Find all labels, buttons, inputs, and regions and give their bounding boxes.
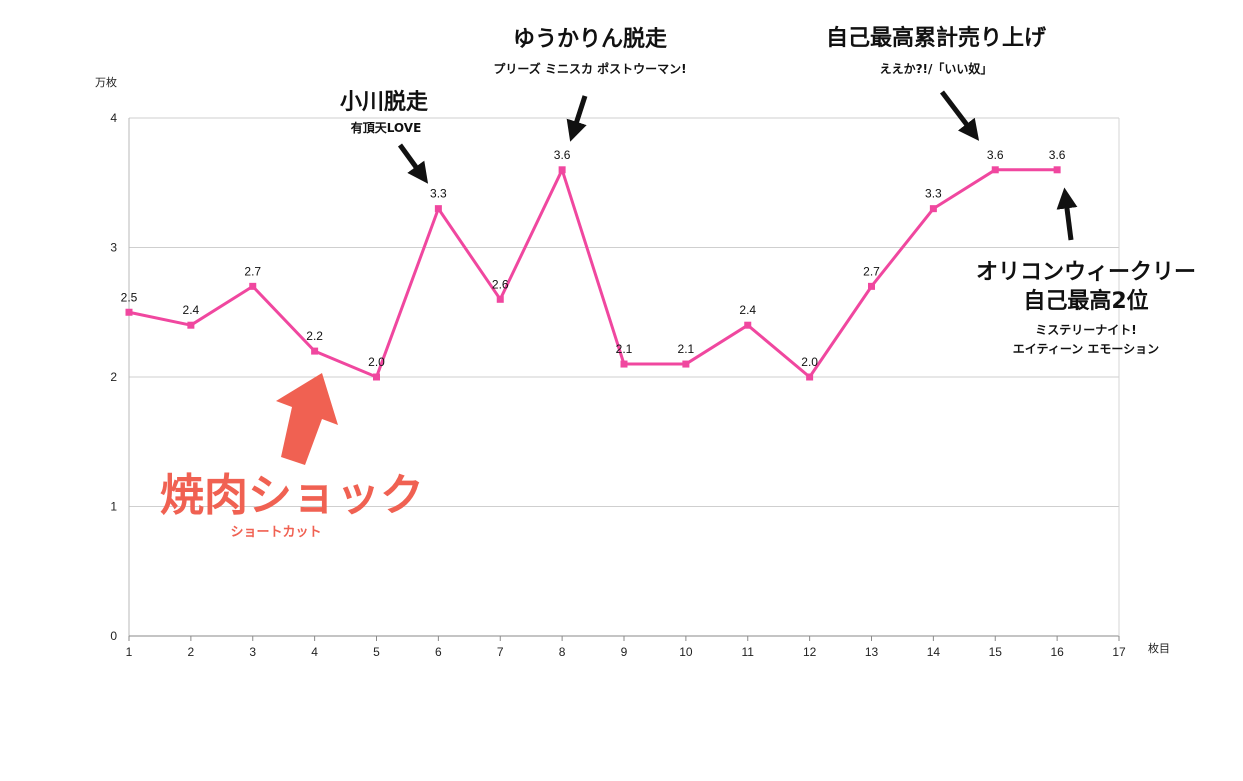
annotation-subtitle: 有頂天LOVE [351, 120, 422, 135]
data-point [868, 282, 875, 290]
annotation-subtitle: ええか?!/「いい奴」 [880, 61, 993, 76]
x-tick-label: 5 [373, 645, 380, 659]
data-point [249, 282, 257, 290]
data-label: 3.6 [1049, 148, 1066, 162]
annotation-arrow [397, 143, 429, 184]
x-tick-label: 2 [188, 645, 195, 659]
data-label: 2.4 [183, 303, 200, 317]
annotation-title: ゆうかりん脱走 [513, 27, 667, 52]
data-point [434, 205, 442, 213]
data-point [187, 321, 195, 329]
data-point [558, 166, 566, 174]
data-label: 2.0 [801, 355, 818, 369]
annotation-title: 焼肉ショック [160, 470, 424, 521]
data-labels: 2.5 2.4 2.7 2.2 2.0 3.3 2.6 3.6 2.1 2.1 2.4 2.0 2.7 3… [121, 148, 1066, 369]
annotation-subtitle: ミステリーナイト! [1035, 323, 1136, 337]
annotation-arrow [566, 95, 588, 142]
data-point [1053, 166, 1061, 174]
y-axis-title: 万枚 [95, 75, 117, 89]
y-tick-label: 3 [110, 241, 117, 255]
data-label: 2.7 [244, 264, 261, 278]
x-tick-label: 11 [742, 645, 755, 659]
series-layer [125, 166, 1061, 381]
data-point [373, 373, 380, 381]
annotation-subtitle: エイティーン エモーション [1013, 342, 1159, 356]
x-tick-label: 10 [679, 645, 693, 659]
annotation-subtitle: ショートカット [230, 525, 321, 540]
annotation-arrow [1056, 187, 1078, 241]
x-tick-label: 14 [927, 645, 941, 659]
x-tick-label: 17 [1112, 645, 1126, 659]
data-label: 2.0 [368, 355, 385, 369]
data-label: 2.6 [492, 277, 509, 291]
data-point [496, 295, 504, 303]
data-label: 2.7 [863, 264, 880, 278]
annotation-subtitle: プリーズ ミニスカ ポストウーマン! [493, 61, 686, 76]
x-axis-title: 枚目 [1148, 641, 1170, 655]
x-tick-label: 13 [865, 645, 879, 659]
x-tick-label: 16 [1050, 645, 1064, 659]
y-tick-label: 0 [110, 629, 117, 643]
data-point [744, 321, 752, 329]
x-tick-label: 3 [249, 645, 256, 659]
data-label: 2.1 [678, 342, 695, 356]
x-tick-label: 7 [497, 645, 504, 659]
data-point [311, 347, 319, 355]
data-label: 3.3 [430, 187, 447, 201]
data-point [806, 373, 814, 381]
data-label: 2.4 [739, 303, 756, 317]
x-tick-label: 12 [803, 645, 817, 659]
gridlines [129, 117, 1119, 507]
x-tick-label: 6 [435, 645, 442, 659]
annotation-title: 自己最高2位 [1023, 288, 1148, 314]
x-tick-label: 9 [621, 645, 628, 659]
annotation-title: 小川脱走 [340, 90, 428, 115]
y-tick-label: 2 [110, 370, 117, 384]
data-label: 2.2 [306, 329, 323, 343]
data-point [620, 360, 628, 368]
data-label: 2.1 [616, 342, 633, 356]
annotation-big-arrow [276, 373, 338, 465]
x-tick-label: 1 [126, 645, 133, 659]
annotation-title: オリコンウィークリー [976, 260, 1196, 285]
data-point [682, 360, 690, 368]
x-tick-label: 8 [559, 645, 566, 659]
x-tick-label: 4 [311, 645, 318, 659]
annotation-title: 自己最高累計売り上げ [826, 25, 1047, 51]
series-line [128, 168, 1058, 379]
data-point [929, 205, 937, 213]
data-point [125, 308, 133, 316]
x-tick-label: 15 [989, 645, 1003, 659]
data-point [991, 166, 999, 174]
data-label: 3.3 [925, 187, 942, 201]
data-label: 3.6 [987, 148, 1004, 162]
data-label: 3.6 [554, 148, 571, 162]
y-tick-label: 4 [110, 111, 117, 125]
y-tick-label: 1 [110, 500, 117, 514]
data-label: 2.5 [121, 290, 138, 304]
annotation-arrow [940, 90, 980, 141]
